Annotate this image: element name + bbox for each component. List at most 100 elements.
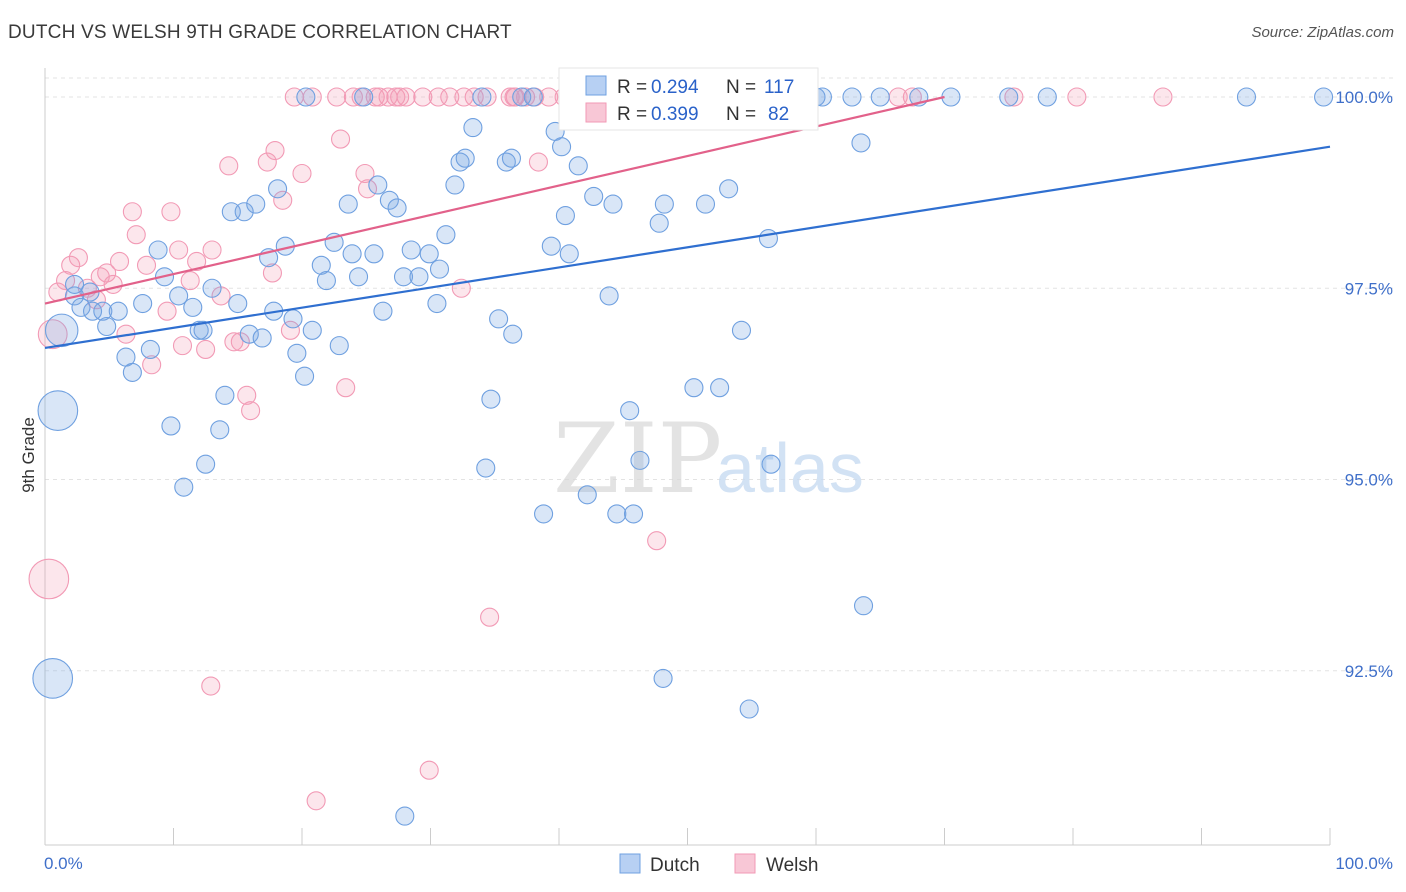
dutch-point — [183, 297, 203, 317]
dutch-trend-line — [44, 145, 1331, 350]
dutch-point — [534, 504, 554, 524]
gridlines — [45, 77, 1395, 672]
dutch-point — [710, 378, 730, 398]
dutch-point — [501, 148, 522, 168]
trend-lines — [44, 95, 1331, 350]
welsh-point — [196, 339, 216, 360]
dutch-point — [623, 504, 644, 524]
dutch-point — [252, 328, 272, 348]
welsh-point — [355, 163, 375, 184]
welsh-point — [97, 263, 117, 283]
welsh-point — [343, 87, 363, 107]
bottom-legend: Dutch Welsh — [619, 853, 818, 876]
x-tick-label-min: 0.0% — [44, 854, 83, 873]
dutch-point — [941, 87, 961, 107]
legend-dutch-r-label: R = — [617, 77, 647, 98]
bottom-legend-welsh-label: Welsh — [766, 855, 818, 876]
dutch-point — [853, 596, 874, 616]
legend: R = 0.294 N = 117 R = 0.399 N = 82 — [558, 67, 819, 131]
welsh-point — [1067, 87, 1087, 107]
dutch-point — [373, 301, 393, 321]
dutch-point — [296, 87, 316, 107]
dutch-point — [409, 267, 429, 287]
dutch-point — [71, 297, 91, 317]
watermark-atlas: atlas — [716, 429, 864, 507]
dutch-points — [32, 87, 1334, 826]
welsh-point — [157, 301, 177, 321]
welsh-point — [330, 129, 351, 149]
dutch-point — [316, 271, 336, 291]
dutch-point — [202, 278, 222, 298]
dutch-point — [329, 336, 349, 356]
welsh-point — [202, 240, 222, 260]
welsh-point — [142, 355, 162, 375]
dutch-point — [338, 194, 358, 214]
dutch-point — [393, 267, 414, 287]
dutch-point — [603, 194, 623, 214]
dutch-point — [630, 450, 650, 470]
dutch-point — [342, 244, 362, 264]
y-tick-label: 95.0% — [1345, 471, 1393, 490]
dutch-point — [481, 389, 501, 409]
dutch-point — [450, 152, 470, 172]
dutch-point — [427, 293, 447, 314]
dutch-point — [140, 339, 160, 360]
welsh-point — [172, 336, 193, 356]
dutch-point — [37, 390, 79, 432]
welsh-point — [237, 385, 257, 405]
dutch-point — [215, 385, 235, 405]
dutch-point — [354, 87, 374, 107]
dutch-point — [552, 137, 572, 157]
dutch-point — [731, 320, 752, 340]
welsh-point — [396, 87, 416, 107]
dutch-point — [93, 301, 113, 321]
welsh-point — [480, 607, 500, 627]
dutch-point — [348, 267, 369, 287]
y-axis-title: 9th Grade — [19, 417, 38, 493]
bottom-legend-dutch-swatch — [619, 853, 641, 874]
dutch-point — [148, 240, 168, 260]
welsh-point — [257, 152, 277, 172]
dutch-point — [472, 87, 492, 107]
dutch-point — [695, 194, 716, 214]
welsh-point — [292, 163, 312, 184]
dutch-point — [761, 454, 781, 474]
dutch-point — [436, 225, 456, 245]
dutch-point — [512, 87, 532, 107]
dutch-point — [174, 477, 194, 497]
dutch-point — [653, 668, 673, 688]
dutch-point — [419, 244, 439, 264]
welsh-point — [413, 87, 433, 107]
welsh-point — [306, 791, 326, 811]
welsh-point — [390, 87, 410, 107]
dutch-point — [870, 87, 890, 107]
welsh-point — [180, 271, 200, 291]
welsh-point — [539, 87, 559, 107]
legend-dutch-n-label: N = — [726, 77, 756, 98]
y-tick-label: 100.0% — [1335, 88, 1393, 107]
dutch-point — [82, 301, 103, 321]
welsh-point — [265, 141, 285, 161]
welsh-point — [201, 676, 221, 696]
dutch-point — [649, 213, 669, 233]
dutch-point — [541, 236, 561, 256]
welsh-point — [126, 225, 146, 245]
legend-dutch-n-value: 117 — [764, 77, 794, 98]
dutch-point — [295, 366, 315, 386]
dutch-point — [999, 87, 1019, 107]
y-tick-label: 97.5% — [1345, 279, 1393, 298]
dutch-point — [523, 87, 543, 107]
welsh-point — [109, 251, 130, 272]
dutch-point — [607, 504, 627, 524]
dutch-point — [32, 658, 74, 699]
dutch-point — [620, 401, 640, 421]
welsh-point — [68, 248, 88, 268]
dutch-point — [568, 156, 588, 176]
dutch-point — [559, 244, 579, 264]
welsh-point — [187, 251, 207, 272]
welsh-points — [28, 87, 1173, 811]
welsh-point — [161, 202, 181, 222]
watermark: ZIP atlas — [553, 403, 864, 515]
welsh-point — [241, 401, 261, 421]
